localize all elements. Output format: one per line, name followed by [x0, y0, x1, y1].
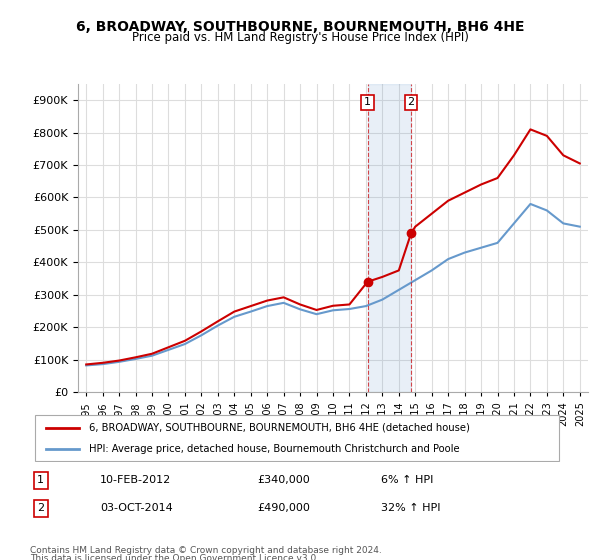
Text: 03-OCT-2014: 03-OCT-2014 — [100, 503, 173, 513]
Text: Price paid vs. HM Land Registry's House Price Index (HPI): Price paid vs. HM Land Registry's House … — [131, 31, 469, 44]
Text: This data is licensed under the Open Government Licence v3.0.: This data is licensed under the Open Gov… — [30, 554, 319, 560]
Text: 6% ↑ HPI: 6% ↑ HPI — [381, 475, 433, 485]
Text: 32% ↑ HPI: 32% ↑ HPI — [381, 503, 440, 513]
Text: 1: 1 — [364, 97, 371, 108]
Text: HPI: Average price, detached house, Bournemouth Christchurch and Poole: HPI: Average price, detached house, Bour… — [89, 444, 460, 454]
Text: £490,000: £490,000 — [257, 503, 310, 513]
FancyBboxPatch shape — [35, 416, 559, 461]
Text: 6, BROADWAY, SOUTHBOURNE, BOURNEMOUTH, BH6 4HE (detached house): 6, BROADWAY, SOUTHBOURNE, BOURNEMOUTH, B… — [89, 423, 470, 433]
Text: 10-FEB-2012: 10-FEB-2012 — [100, 475, 172, 485]
Text: Contains HM Land Registry data © Crown copyright and database right 2024.: Contains HM Land Registry data © Crown c… — [30, 546, 382, 555]
Text: 2: 2 — [37, 503, 44, 513]
Bar — [368, 84, 411, 392]
Text: 2: 2 — [407, 97, 415, 108]
Text: 6, BROADWAY, SOUTHBOURNE, BOURNEMOUTH, BH6 4HE: 6, BROADWAY, SOUTHBOURNE, BOURNEMOUTH, B… — [76, 20, 524, 34]
Text: 1: 1 — [37, 475, 44, 485]
Text: £340,000: £340,000 — [257, 475, 310, 485]
